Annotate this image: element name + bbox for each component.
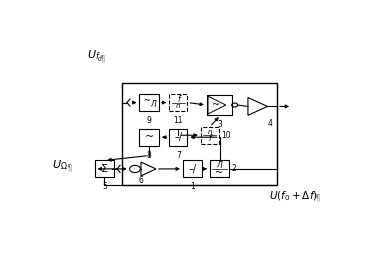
Text: 2: 2: [232, 164, 236, 173]
Text: $U_{\Omega}$: $U_{\Omega}$: [52, 159, 68, 172]
Text: 11: 11: [174, 116, 183, 125]
Text: 3: 3: [217, 120, 222, 129]
Bar: [122, 83, 277, 185]
Text: –/: –/: [174, 132, 183, 142]
Text: ~: ~: [215, 168, 223, 178]
Text: ¶: ¶: [100, 54, 105, 63]
Text: n: n: [176, 103, 181, 109]
Text: –/: –/: [188, 164, 196, 174]
Bar: [139, 94, 159, 111]
Text: 6: 6: [139, 176, 144, 185]
Text: ~: ~: [143, 96, 150, 105]
Text: 4: 4: [267, 119, 272, 128]
Bar: [210, 160, 229, 177]
Text: 1: 1: [190, 182, 195, 191]
Bar: [201, 127, 219, 144]
Text: ~: ~: [212, 100, 220, 110]
Text: 8: 8: [147, 151, 152, 160]
Text: n: n: [208, 129, 212, 135]
Text: 5: 5: [102, 182, 107, 191]
Text: ¶: ¶: [66, 163, 72, 172]
Text: 10: 10: [221, 131, 231, 140]
Text: $U_{f_0}$: $U_{f_0}$: [86, 49, 103, 64]
Bar: [169, 129, 187, 146]
Text: 7: 7: [176, 151, 181, 160]
Text: f: f: [177, 95, 180, 104]
Text: ¶: ¶: [315, 194, 320, 203]
Text: Σ: Σ: [101, 164, 108, 174]
Text: 9: 9: [147, 116, 152, 125]
Text: f: f: [208, 134, 211, 143]
Text: Л: Л: [150, 100, 156, 109]
Bar: [207, 95, 232, 115]
Bar: [95, 160, 114, 177]
Bar: [169, 94, 187, 111]
Bar: [139, 129, 159, 146]
Text: Л: Л: [217, 161, 222, 170]
Bar: [183, 160, 202, 177]
Text: ~: ~: [145, 132, 154, 142]
Text: $U(f_0+\Delta f)$: $U(f_0+\Delta f)$: [269, 189, 318, 203]
